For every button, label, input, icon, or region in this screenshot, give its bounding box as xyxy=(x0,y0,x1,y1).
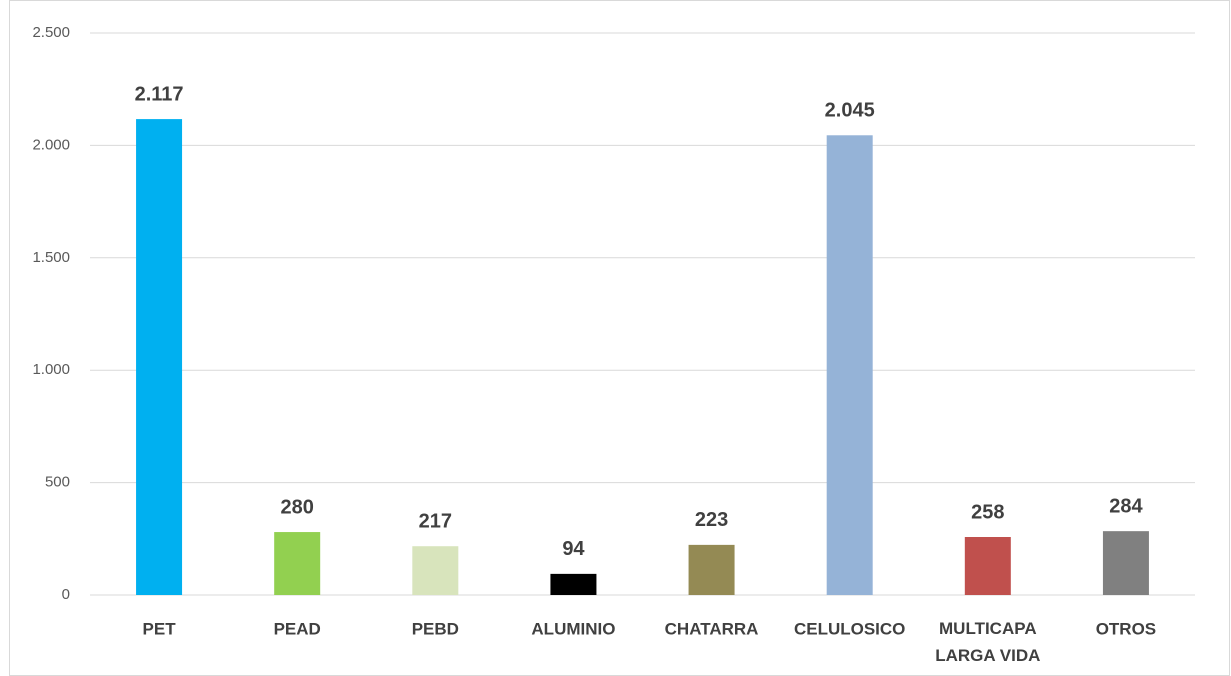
y-tick-label: 2.500 xyxy=(32,24,70,41)
data-label: 258 xyxy=(971,501,1004,523)
y-tick-label: 2.000 xyxy=(32,136,70,153)
x-tick-label: PEBD xyxy=(412,619,459,638)
x-tick-label: PEAD xyxy=(274,619,321,638)
bar xyxy=(412,546,459,595)
data-label: 217 xyxy=(419,510,452,532)
data-label: 94 xyxy=(562,538,585,560)
bar xyxy=(964,537,1011,595)
data-label: 280 xyxy=(281,496,314,518)
data-label: 284 xyxy=(1109,495,1143,517)
x-tick-label: MULTICAPA LARGA VIDA xyxy=(935,619,1040,665)
chart-frame xyxy=(9,0,1230,676)
x-tick-label: OTROS xyxy=(1096,619,1156,638)
y-tick-label: 1.500 xyxy=(32,249,70,266)
bar xyxy=(688,544,735,595)
y-tick-label: 0 xyxy=(62,586,70,603)
data-label: 223 xyxy=(695,509,728,531)
x-tick-label: CHATARRA xyxy=(665,619,759,638)
bar xyxy=(550,573,597,595)
x-tick-label: PET xyxy=(143,619,177,638)
bar xyxy=(136,119,183,596)
bar xyxy=(1102,531,1149,595)
data-label: 2.117 xyxy=(135,83,184,105)
y-tick-label: 1.000 xyxy=(32,361,70,378)
y-tick-label: 500 xyxy=(45,474,70,491)
bar xyxy=(826,135,873,595)
x-tick-label: ALUMINIO xyxy=(531,619,615,638)
bar xyxy=(274,532,321,595)
data-label: 2.045 xyxy=(825,100,875,122)
x-tick-label: CELULOSICO xyxy=(794,619,905,638)
